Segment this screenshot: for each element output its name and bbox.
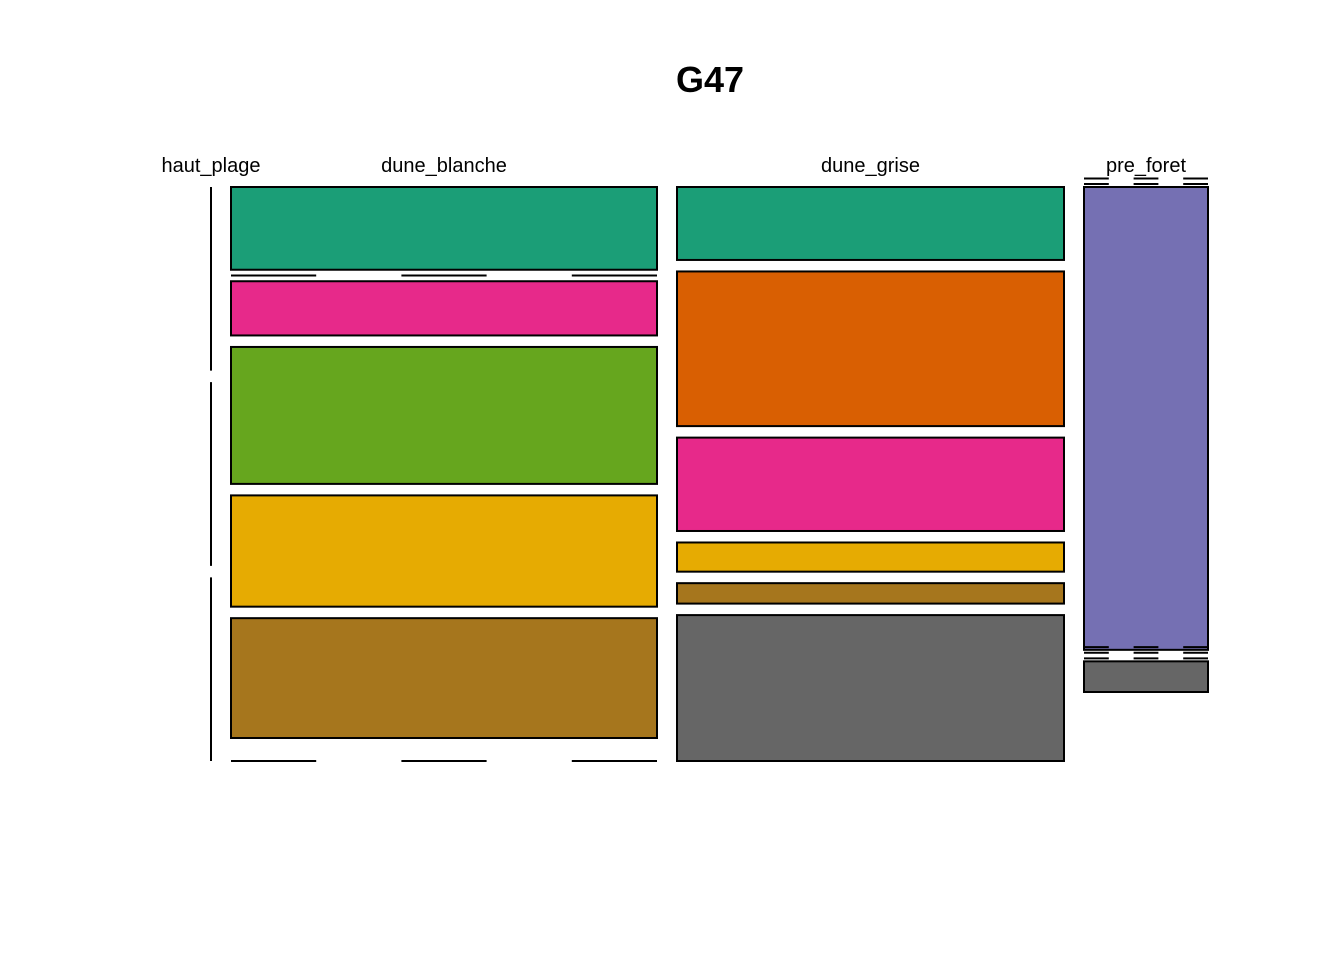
mosaic-cell <box>676 614 1065 763</box>
column-labels: haut_plage dune_blanche dune_grise pre_fore… <box>162 155 1187 177</box>
mosaic-cell <box>230 345 658 485</box>
mosaic-cell <box>230 617 658 739</box>
mosaic-cells <box>210 177 1209 763</box>
column-label: pre_foret <box>1106 155 1186 177</box>
mosaic-cell <box>230 494 658 608</box>
column-label: haut_plage <box>162 155 261 177</box>
mosaic-cell <box>230 186 658 271</box>
mosaic-cell <box>1083 186 1209 651</box>
column-label: dune_blanche <box>381 155 507 177</box>
mosaic-cell <box>230 280 658 337</box>
column-label: dune_grise <box>821 155 920 177</box>
mosaic-cell <box>676 582 1065 605</box>
empty-cell-mark <box>1084 177 1208 186</box>
mosaic-cell <box>676 270 1065 428</box>
mosaic-cell <box>676 436 1065 532</box>
mosaic-cell <box>676 541 1065 573</box>
mosaic-cell <box>1083 660 1209 693</box>
mosaic-cell <box>676 186 1065 261</box>
chart-title: G47 <box>676 59 744 100</box>
